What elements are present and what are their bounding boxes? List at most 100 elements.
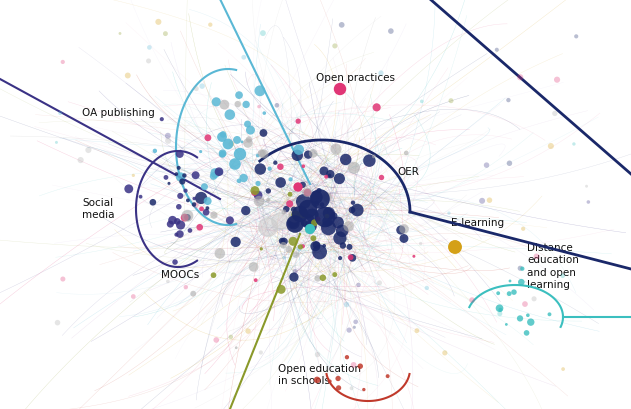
Point	[558, 366, 568, 373]
Point	[232, 137, 242, 144]
Point	[156, 117, 167, 123]
Point	[276, 286, 286, 293]
Point	[253, 181, 263, 187]
Point	[495, 307, 505, 313]
Point	[163, 279, 173, 285]
Point	[291, 252, 301, 258]
Point	[203, 205, 213, 212]
Point	[309, 220, 319, 227]
Point	[136, 194, 146, 200]
Point	[382, 373, 392, 380]
Point	[286, 177, 296, 183]
Point	[197, 83, 207, 90]
Point	[175, 231, 185, 238]
Point	[160, 31, 170, 38]
Point	[270, 160, 280, 166]
Point	[175, 174, 186, 181]
Point	[278, 243, 288, 249]
Point	[211, 337, 221, 344]
Point	[196, 195, 206, 202]
Point	[254, 104, 264, 110]
Point	[349, 165, 359, 172]
Point	[210, 171, 220, 177]
Point	[203, 135, 213, 142]
Point	[231, 345, 241, 351]
Point	[319, 243, 329, 249]
Point	[335, 255, 345, 262]
Point	[225, 112, 235, 119]
Point	[416, 241, 426, 247]
Point	[308, 151, 318, 157]
Point	[175, 222, 186, 229]
Point	[348, 362, 358, 368]
Point	[172, 218, 182, 225]
Point	[446, 98, 456, 105]
Point	[199, 184, 209, 191]
Point	[250, 188, 260, 194]
Point	[180, 284, 191, 291]
Point	[322, 218, 333, 225]
Point	[522, 330, 532, 336]
Point	[76, 157, 86, 164]
Point	[504, 161, 514, 167]
Point	[351, 319, 361, 325]
Point	[203, 198, 213, 205]
Point	[319, 168, 329, 175]
Point	[344, 327, 354, 334]
Point	[276, 180, 286, 186]
Point	[251, 277, 261, 284]
Point	[230, 161, 240, 168]
Point	[344, 224, 354, 230]
Point	[495, 311, 505, 317]
Point	[264, 166, 274, 173]
Point	[515, 265, 525, 272]
Point	[191, 86, 201, 92]
Point	[324, 225, 334, 231]
Point	[369, 154, 379, 160]
Point	[333, 220, 343, 226]
Point	[289, 274, 299, 281]
Point	[256, 349, 266, 356]
Point	[291, 212, 301, 218]
Point	[289, 207, 299, 213]
Point	[277, 238, 287, 245]
Point	[347, 207, 357, 214]
Point	[341, 157, 351, 163]
Point	[179, 173, 189, 180]
Point	[518, 226, 528, 232]
Point	[214, 169, 224, 175]
Point	[481, 162, 492, 169]
Point	[175, 151, 185, 158]
Point	[52, 319, 62, 326]
Point	[174, 204, 184, 211]
Point	[376, 70, 386, 77]
Point	[255, 88, 265, 95]
Point	[314, 249, 324, 256]
Point	[259, 110, 269, 117]
Point	[275, 218, 285, 225]
Point	[546, 144, 556, 150]
Point	[258, 31, 268, 37]
Point	[208, 173, 218, 180]
Point	[318, 275, 328, 281]
Point	[239, 55, 249, 61]
Point	[374, 280, 384, 286]
Point	[485, 198, 495, 204]
Point	[57, 60, 68, 66]
Point	[215, 170, 225, 176]
Point	[526, 319, 536, 326]
Point	[290, 213, 300, 220]
Point	[242, 121, 252, 128]
Point	[334, 384, 344, 391]
Point	[217, 135, 227, 141]
Point	[322, 195, 333, 201]
Point	[298, 164, 309, 170]
Point	[196, 206, 206, 213]
Point	[205, 22, 215, 29]
Point	[298, 182, 308, 189]
Point	[230, 239, 240, 245]
Point	[303, 152, 313, 159]
Point	[345, 244, 355, 251]
Point	[51, 140, 61, 146]
Point	[550, 111, 560, 117]
